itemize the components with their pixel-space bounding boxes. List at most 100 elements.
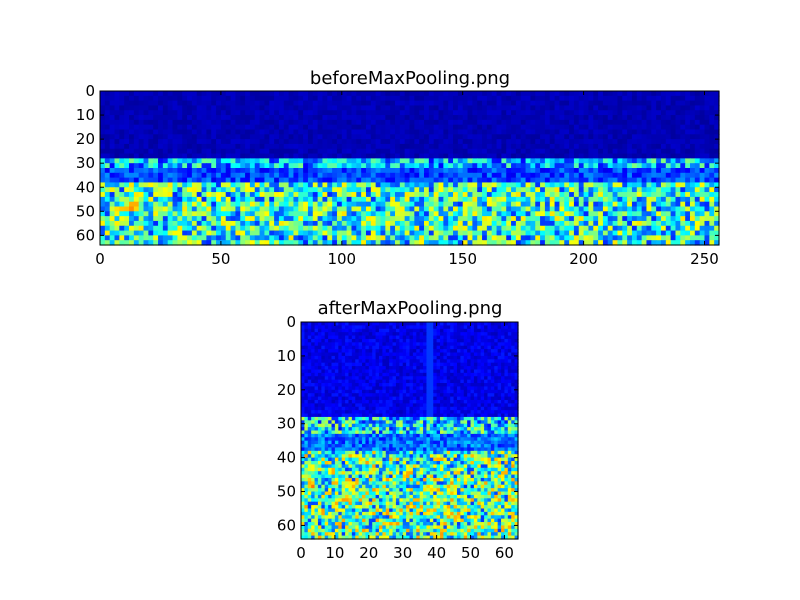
- heatmap-cell: [501, 196, 507, 203]
- heatmap-cell: [104, 124, 111, 131]
- heatmap-cell: [378, 335, 383, 340]
- heatmap-cell: [404, 177, 411, 184]
- heatmap-cell: [327, 95, 333, 102]
- heatmap-cell: [269, 211, 275, 217]
- heatmap-cell: [544, 95, 551, 102]
- heatmap-cell: [544, 216, 551, 222]
- heatmap-cell: [448, 95, 454, 102]
- heatmap-cell: [225, 177, 232, 184]
- heatmap-cell: [283, 172, 290, 179]
- heatmap-cell: [456, 325, 461, 330]
- heatmap-cell: [490, 342, 495, 347]
- heatmap-cell: [307, 220, 314, 227]
- heatmap-cell: [491, 95, 498, 102]
- heatmap-cell: [153, 220, 159, 227]
- heatmap-cell: [540, 129, 546, 135]
- heatmap-cell: [394, 143, 401, 150]
- heatmap-cell: [514, 328, 519, 333]
- heatmap-cell: [428, 95, 435, 102]
- heatmap-cell: [187, 143, 193, 150]
- heatmap-cell: [448, 148, 454, 155]
- heatmap-cell: [491, 216, 498, 222]
- heatmap-cell: [709, 192, 715, 198]
- heatmap-cell: [487, 328, 492, 333]
- heatmap-cell: [356, 139, 362, 145]
- heatmap-cell: [380, 172, 386, 179]
- heatmap-cell: [293, 143, 299, 150]
- heatmap-cell: [358, 322, 363, 326]
- heatmap-cell: [365, 332, 370, 337]
- heatmap-cell: [704, 110, 710, 116]
- heatmap-cell: [385, 345, 390, 350]
- heatmap-cell: [104, 134, 111, 140]
- heatmap-cell: [569, 110, 575, 116]
- heatmap-cell: [216, 91, 222, 97]
- heatmap-cell: [515, 129, 522, 135]
- heatmap-cell: [177, 148, 183, 155]
- heatmap-cell: [264, 100, 270, 107]
- heatmap-cell: [470, 325, 475, 330]
- heatmap-cell: [414, 187, 420, 193]
- heatmap-cell: [588, 187, 594, 193]
- heatmap-cell: [598, 134, 604, 140]
- heatmap-cell: [646, 129, 652, 135]
- heatmap-cell: [457, 206, 464, 212]
- heatmap-cell: [694, 192, 701, 198]
- heatmap-cell: [298, 168, 304, 174]
- heatmap-cell: [564, 187, 570, 193]
- heatmap-cell: [341, 366, 346, 371]
- heatmap-cell: [317, 366, 322, 371]
- heatmap-cell: [656, 206, 662, 212]
- heatmap-cell: [448, 230, 454, 236]
- heatmap-cell: [240, 115, 246, 121]
- heatmap-cell: [448, 211, 454, 217]
- heatmap-cell: [646, 124, 652, 131]
- heatmap-cell: [133, 115, 140, 121]
- heatmap-cell: [453, 158, 459, 164]
- heatmap-cell: [283, 119, 290, 126]
- heatmap-cell: [259, 163, 266, 169]
- heatmap-cell: [119, 100, 125, 107]
- heatmap-cell: [554, 95, 561, 102]
- heatmap-cell: [456, 359, 461, 364]
- heatmap-cell: [351, 192, 357, 198]
- heatmap-cell: [549, 124, 556, 131]
- heatmap-cell: [390, 129, 396, 135]
- heatmap-cell: [402, 332, 407, 337]
- heatmap-cell: [104, 110, 111, 116]
- y-tick-label: 30: [76, 154, 95, 172]
- heatmap-cell: [158, 95, 164, 102]
- heatmap-cell: [472, 95, 478, 102]
- heatmap-cell: [656, 211, 662, 217]
- heatmap-cell: [443, 134, 449, 140]
- heatmap-cell: [685, 91, 691, 97]
- heatmap-cell: [443, 172, 449, 179]
- heatmap-cell: [660, 124, 667, 131]
- heatmap-cell: [336, 177, 343, 184]
- heatmap-cell: [314, 328, 319, 333]
- heatmap-cell: [321, 342, 326, 347]
- heatmap-cell: [201, 225, 207, 232]
- heatmap-cell: [598, 225, 604, 232]
- heatmap-cell: [341, 211, 348, 217]
- heatmap-cell: [651, 129, 657, 135]
- heatmap-cell: [235, 235, 241, 241]
- heatmap-cell: [404, 240, 411, 246]
- heatmap-cell: [433, 362, 438, 367]
- heatmap-cell: [346, 134, 353, 140]
- heatmap-cell: [554, 216, 561, 222]
- heatmap-cell: [298, 119, 304, 126]
- heatmap-cell: [714, 168, 720, 174]
- heatmap-cell: [627, 182, 633, 188]
- heatmap-cell: [477, 182, 483, 188]
- heatmap-cell: [249, 129, 256, 135]
- heatmap-cell: [196, 91, 203, 97]
- heatmap-cell: [699, 110, 706, 116]
- heatmap-cell: [448, 105, 454, 111]
- heatmap-cell: [191, 134, 198, 140]
- heatmap-cell: [288, 172, 295, 179]
- heatmap-cell: [375, 332, 380, 337]
- heatmap-cell: [520, 158, 527, 164]
- heatmap-cell: [490, 332, 495, 337]
- heatmap-cell: [324, 325, 329, 330]
